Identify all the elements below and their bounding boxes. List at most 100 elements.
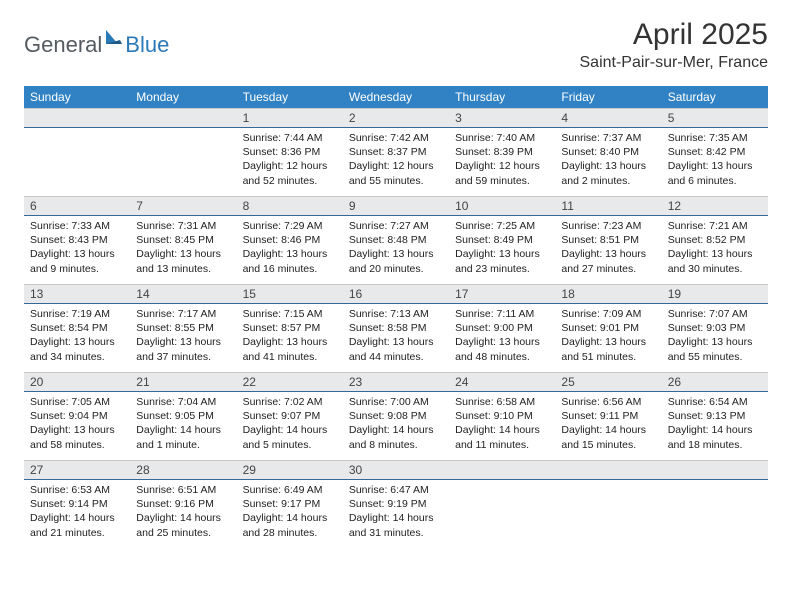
weekday-header: Sunday xyxy=(24,86,130,108)
sunset-text: Sunset: 8:48 PM xyxy=(349,233,443,247)
sunrise-text: Sunrise: 6:53 AM xyxy=(30,483,124,497)
calendar-day-cell: 14Sunrise: 7:17 AMSunset: 8:55 PMDayligh… xyxy=(130,284,236,372)
day-details: Sunrise: 6:47 AMSunset: 9:19 PMDaylight:… xyxy=(343,480,449,546)
daylight-text: Daylight: 13 hours and 23 minutes. xyxy=(455,247,549,275)
sunset-text: Sunset: 9:00 PM xyxy=(455,321,549,335)
sunset-text: Sunset: 8:49 PM xyxy=(455,233,549,247)
sunrise-text: Sunrise: 7:00 AM xyxy=(349,395,443,409)
sunset-text: Sunset: 9:01 PM xyxy=(561,321,655,335)
calendar-day-cell: 29Sunrise: 6:49 AMSunset: 9:17 PMDayligh… xyxy=(237,460,343,548)
daylight-text: Daylight: 13 hours and 41 minutes. xyxy=(243,335,337,363)
calendar-day-cell: 8Sunrise: 7:29 AMSunset: 8:46 PMDaylight… xyxy=(237,196,343,284)
sunrise-text: Sunrise: 7:05 AM xyxy=(30,395,124,409)
day-details: Sunrise: 7:05 AMSunset: 9:04 PMDaylight:… xyxy=(24,392,130,458)
sunset-text: Sunset: 9:07 PM xyxy=(243,409,337,423)
sunset-text: Sunset: 8:45 PM xyxy=(136,233,230,247)
daylight-text: Daylight: 14 hours and 21 minutes. xyxy=(30,511,124,539)
sunrise-text: Sunrise: 7:35 AM xyxy=(668,131,762,145)
daylight-text: Daylight: 14 hours and 31 minutes. xyxy=(349,511,443,539)
sunrise-text: Sunrise: 6:51 AM xyxy=(136,483,230,497)
calendar-day-cell: 3Sunrise: 7:40 AMSunset: 8:39 PMDaylight… xyxy=(449,108,555,196)
calendar-week-row: 13Sunrise: 7:19 AMSunset: 8:54 PMDayligh… xyxy=(24,284,768,372)
daylight-text: Daylight: 13 hours and 51 minutes. xyxy=(561,335,655,363)
day-details: Sunrise: 6:54 AMSunset: 9:13 PMDaylight:… xyxy=(662,392,768,458)
weekday-header: Thursday xyxy=(449,86,555,108)
daylight-text: Daylight: 13 hours and 34 minutes. xyxy=(30,335,124,363)
day-details: Sunrise: 7:27 AMSunset: 8:48 PMDaylight:… xyxy=(343,216,449,282)
sunrise-text: Sunrise: 7:19 AM xyxy=(30,307,124,321)
day-details: Sunrise: 6:58 AMSunset: 9:10 PMDaylight:… xyxy=(449,392,555,458)
day-number: 6 xyxy=(24,196,130,216)
sunset-text: Sunset: 8:52 PM xyxy=(668,233,762,247)
sunset-text: Sunset: 8:51 PM xyxy=(561,233,655,247)
daylight-text: Daylight: 14 hours and 1 minute. xyxy=(136,423,230,451)
calendar-day-cell xyxy=(130,108,236,196)
sunrise-text: Sunrise: 7:31 AM xyxy=(136,219,230,233)
daylight-text: Daylight: 13 hours and 6 minutes. xyxy=(668,159,762,187)
sunrise-text: Sunrise: 6:47 AM xyxy=(349,483,443,497)
weekday-header-row: SundayMondayTuesdayWednesdayThursdayFrid… xyxy=(24,86,768,108)
sunrise-text: Sunrise: 7:13 AM xyxy=(349,307,443,321)
day-number: 5 xyxy=(662,108,768,128)
day-details: Sunrise: 7:42 AMSunset: 8:37 PMDaylight:… xyxy=(343,128,449,194)
sunrise-text: Sunrise: 6:58 AM xyxy=(455,395,549,409)
day-number: 12 xyxy=(662,196,768,216)
sunset-text: Sunset: 9:10 PM xyxy=(455,409,549,423)
sunrise-text: Sunrise: 6:54 AM xyxy=(668,395,762,409)
day-number: 19 xyxy=(662,284,768,304)
sunrise-text: Sunrise: 7:17 AM xyxy=(136,307,230,321)
day-number: 25 xyxy=(555,372,661,392)
day-details: Sunrise: 7:29 AMSunset: 8:46 PMDaylight:… xyxy=(237,216,343,282)
day-number: 20 xyxy=(24,372,130,392)
page: General Blue April 2025 Saint-Pair-sur-M… xyxy=(0,0,792,612)
calendar-day-cell: 10Sunrise: 7:25 AMSunset: 8:49 PMDayligh… xyxy=(449,196,555,284)
sunset-text: Sunset: 9:04 PM xyxy=(30,409,124,423)
calendar-day-cell: 12Sunrise: 7:21 AMSunset: 8:52 PMDayligh… xyxy=(662,196,768,284)
sunset-text: Sunset: 9:08 PM xyxy=(349,409,443,423)
weekday-header: Saturday xyxy=(662,86,768,108)
day-number: 7 xyxy=(130,196,236,216)
sunset-text: Sunset: 8:54 PM xyxy=(30,321,124,335)
day-details: Sunrise: 7:23 AMSunset: 8:51 PMDaylight:… xyxy=(555,216,661,282)
day-details: Sunrise: 7:31 AMSunset: 8:45 PMDaylight:… xyxy=(130,216,236,282)
day-number-empty xyxy=(662,460,768,480)
daylight-text: Daylight: 13 hours and 16 minutes. xyxy=(243,247,337,275)
logo-sail-icon xyxy=(104,28,124,51)
calendar-week-row: 6Sunrise: 7:33 AMSunset: 8:43 PMDaylight… xyxy=(24,196,768,284)
sunrise-text: Sunrise: 7:29 AM xyxy=(243,219,337,233)
sunrise-text: Sunrise: 7:07 AM xyxy=(668,307,762,321)
daylight-text: Daylight: 13 hours and 9 minutes. xyxy=(30,247,124,275)
logo-text-blue: Blue xyxy=(125,32,169,58)
calendar-day-cell: 17Sunrise: 7:11 AMSunset: 9:00 PMDayligh… xyxy=(449,284,555,372)
calendar-day-cell: 2Sunrise: 7:42 AMSunset: 8:37 PMDaylight… xyxy=(343,108,449,196)
calendar-day-cell: 5Sunrise: 7:35 AMSunset: 8:42 PMDaylight… xyxy=(662,108,768,196)
header: General Blue April 2025 Saint-Pair-sur-M… xyxy=(24,18,768,76)
sunset-text: Sunset: 8:36 PM xyxy=(243,145,337,159)
calendar-day-cell: 19Sunrise: 7:07 AMSunset: 9:03 PMDayligh… xyxy=(662,284,768,372)
day-number: 26 xyxy=(662,372,768,392)
day-details: Sunrise: 7:17 AMSunset: 8:55 PMDaylight:… xyxy=(130,304,236,370)
daylight-text: Daylight: 14 hours and 8 minutes. xyxy=(349,423,443,451)
sunrise-text: Sunrise: 7:09 AM xyxy=(561,307,655,321)
daylight-text: Daylight: 13 hours and 44 minutes. xyxy=(349,335,443,363)
calendar-day-cell: 24Sunrise: 6:58 AMSunset: 9:10 PMDayligh… xyxy=(449,372,555,460)
sunrise-text: Sunrise: 7:25 AM xyxy=(455,219,549,233)
calendar-day-cell: 30Sunrise: 6:47 AMSunset: 9:19 PMDayligh… xyxy=(343,460,449,548)
day-number-empty xyxy=(449,460,555,480)
sunrise-text: Sunrise: 7:33 AM xyxy=(30,219,124,233)
calendar-day-cell: 13Sunrise: 7:19 AMSunset: 8:54 PMDayligh… xyxy=(24,284,130,372)
calendar-week-row: 27Sunrise: 6:53 AMSunset: 9:14 PMDayligh… xyxy=(24,460,768,548)
day-number: 9 xyxy=(343,196,449,216)
calendar-day-cell: 15Sunrise: 7:15 AMSunset: 8:57 PMDayligh… xyxy=(237,284,343,372)
logo-text-general: General xyxy=(24,32,102,58)
day-details: Sunrise: 7:33 AMSunset: 8:43 PMDaylight:… xyxy=(24,216,130,282)
title-block: April 2025 Saint-Pair-sur-Mer, France xyxy=(580,18,769,76)
calendar-day-cell: 20Sunrise: 7:05 AMSunset: 9:04 PMDayligh… xyxy=(24,372,130,460)
calendar-day-cell: 27Sunrise: 6:53 AMSunset: 9:14 PMDayligh… xyxy=(24,460,130,548)
daylight-text: Daylight: 13 hours and 58 minutes. xyxy=(30,423,124,451)
sunrise-text: Sunrise: 7:40 AM xyxy=(455,131,549,145)
sunrise-text: Sunrise: 7:02 AM xyxy=(243,395,337,409)
daylight-text: Daylight: 13 hours and 13 minutes. xyxy=(136,247,230,275)
daylight-text: Daylight: 14 hours and 25 minutes. xyxy=(136,511,230,539)
calendar-day-cell: 6Sunrise: 7:33 AMSunset: 8:43 PMDaylight… xyxy=(24,196,130,284)
